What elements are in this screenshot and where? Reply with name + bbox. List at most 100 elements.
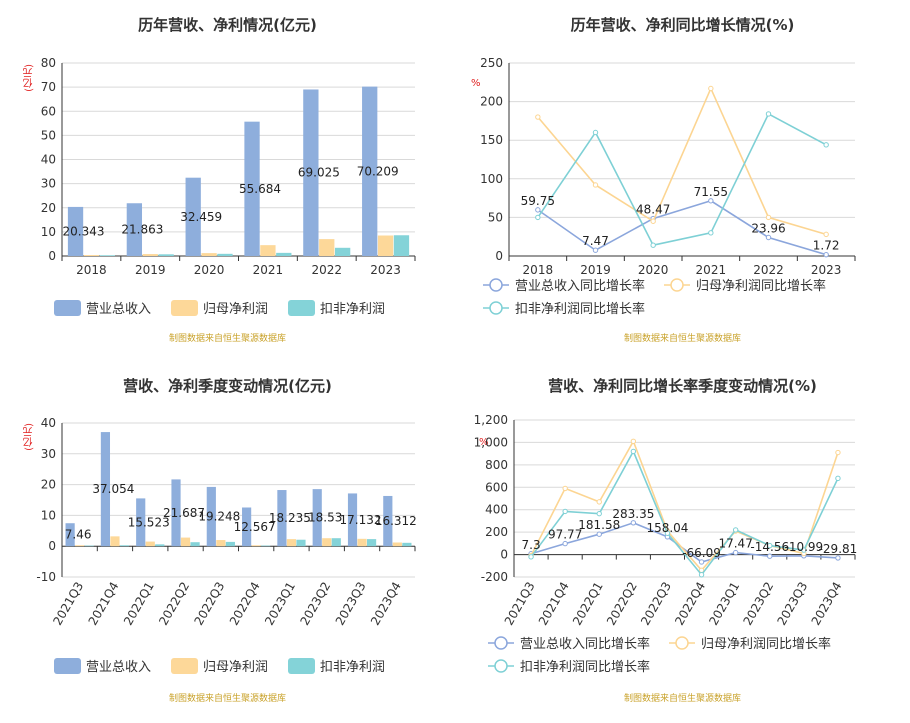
- data-label: 7.46: [65, 528, 92, 542]
- data-label: -66.09: [682, 546, 721, 560]
- data-label: 59.75: [521, 194, 555, 208]
- data-point: [732, 549, 739, 556]
- bar-1: [171, 479, 181, 547]
- bar-2: [322, 538, 332, 547]
- bar-3: [217, 253, 233, 256]
- bar-2: [201, 253, 217, 256]
- legend-label: 归母净利润同比增长率: [696, 278, 826, 294]
- chart-title: 历年营收、净利情况(亿元): [138, 16, 317, 34]
- data-point: [823, 231, 829, 238]
- data-label: 32.459: [180, 210, 222, 224]
- chart-svg: 0 50 100 150 200 250 2018 2019 2020 2021 2022 2023 5…: [480, 56, 856, 317]
- chart-quarterly-revenue-profit: 营收、净利季度变动情况(亿元) (亿元) -10 0 10 20 30 40 2021Q3 2…: [0, 361, 455, 722]
- bar-2: [377, 235, 394, 256]
- data-label: 158.04: [646, 521, 688, 535]
- legend-label: 归母净利润: [203, 660, 268, 675]
- legend-marker: [670, 278, 684, 292]
- legend-marker: [494, 659, 508, 673]
- y-tick-label: 20: [41, 201, 56, 215]
- data-point: [698, 559, 705, 565]
- data-point: [698, 572, 705, 578]
- data-point: [592, 182, 599, 188]
- y-tick-label: 100: [480, 172, 503, 186]
- data-label: 71.55: [694, 185, 728, 199]
- x-tick-label: 2022Q2: [604, 580, 640, 628]
- bar-2: [110, 536, 120, 547]
- data-label: 23.96: [751, 222, 785, 236]
- data-point: [562, 485, 568, 492]
- x-tick-label: 2022Q1: [121, 580, 157, 628]
- legend-label: 营业总收入同比增长率: [515, 278, 645, 294]
- data-point: [708, 85, 714, 92]
- bar-3: [296, 539, 306, 547]
- data-label: 55.684: [239, 182, 281, 196]
- data-label: 21.687: [163, 506, 205, 520]
- y-tick-label: 70: [41, 80, 56, 94]
- data-point: [664, 530, 671, 536]
- x-tick-label: 2022Q4: [227, 580, 263, 628]
- y-tick-label: 0: [495, 249, 503, 263]
- data-label: 15.523: [128, 515, 170, 529]
- data-label: 17.47: [718, 537, 752, 551]
- y-tick-label: -10: [36, 570, 56, 584]
- bar-1: [277, 490, 287, 547]
- bar-3: [155, 544, 165, 547]
- data-point: [765, 111, 772, 117]
- y-tick-label: 10: [41, 225, 56, 239]
- chart-svg: 0 10 20 30 40 50 60 70 80 2018 2019 2020 2021 2022 202…: [41, 56, 416, 317]
- data-label: 16.312: [375, 514, 417, 528]
- chart-title: 历年营收、净利同比增长情况(%): [570, 16, 795, 34]
- x-tick-label: 2022Q3: [192, 580, 228, 628]
- data-point: [835, 449, 841, 456]
- x-tick-label: 2022: [311, 263, 342, 277]
- data-point: [708, 230, 714, 236]
- x-tick-label: 2023Q2: [740, 580, 776, 628]
- y-tick-label: 250: [480, 56, 503, 70]
- data-label: 12.567: [234, 520, 276, 534]
- y-tick-label: 1,200: [474, 413, 508, 427]
- data-point: [823, 251, 829, 258]
- data-point: [592, 247, 599, 253]
- bar-2: [83, 255, 100, 256]
- data-point: [630, 448, 637, 455]
- bar-2: [145, 541, 155, 547]
- data-point: [562, 540, 568, 547]
- source-note: 制图数据来自恒生聚源数据库: [623, 694, 741, 704]
- data-label: 181.58: [578, 518, 620, 532]
- data-label: -29.81: [819, 542, 858, 556]
- y-tick-label: 1,000: [474, 435, 508, 449]
- data-label: 20.343: [63, 224, 105, 238]
- bar-2: [392, 542, 402, 547]
- y-tick-label: 50: [488, 210, 503, 224]
- legend-label: 归母净利润同比增长率: [701, 636, 831, 652]
- x-tick-label: 2023Q4: [809, 580, 845, 628]
- data-point: [765, 214, 772, 221]
- series-line-2: [530, 439, 839, 572]
- chart-title: 营收、净利季度变动情况(亿元): [123, 377, 332, 395]
- data-label: 97.77: [548, 528, 582, 542]
- bar-2: [251, 545, 261, 547]
- data-point: [630, 520, 637, 526]
- y-tick-label: -200: [481, 570, 508, 584]
- data-point: [630, 438, 637, 445]
- data-label: 69.025: [298, 166, 340, 180]
- data-point: [767, 542, 773, 549]
- bar-3: [331, 538, 341, 547]
- data-label: 18.235: [269, 511, 311, 525]
- x-tick-label: 2023Q3: [333, 580, 369, 628]
- data-point: [562, 508, 568, 515]
- legend-marker: [489, 278, 503, 292]
- bar-3: [366, 539, 377, 547]
- data-point: [535, 207, 541, 213]
- y-tick-label: 200: [485, 525, 508, 539]
- data-label: 70.209: [357, 164, 399, 178]
- data-label: -10.99: [785, 540, 824, 554]
- bar-1: [126, 203, 143, 256]
- bar-2: [319, 239, 335, 256]
- x-tick-label: 2020: [194, 263, 225, 277]
- bar-2: [142, 254, 158, 256]
- bar-1: [100, 432, 111, 547]
- bar-1: [244, 121, 260, 256]
- legend-label: 扣非净利润: [320, 660, 385, 675]
